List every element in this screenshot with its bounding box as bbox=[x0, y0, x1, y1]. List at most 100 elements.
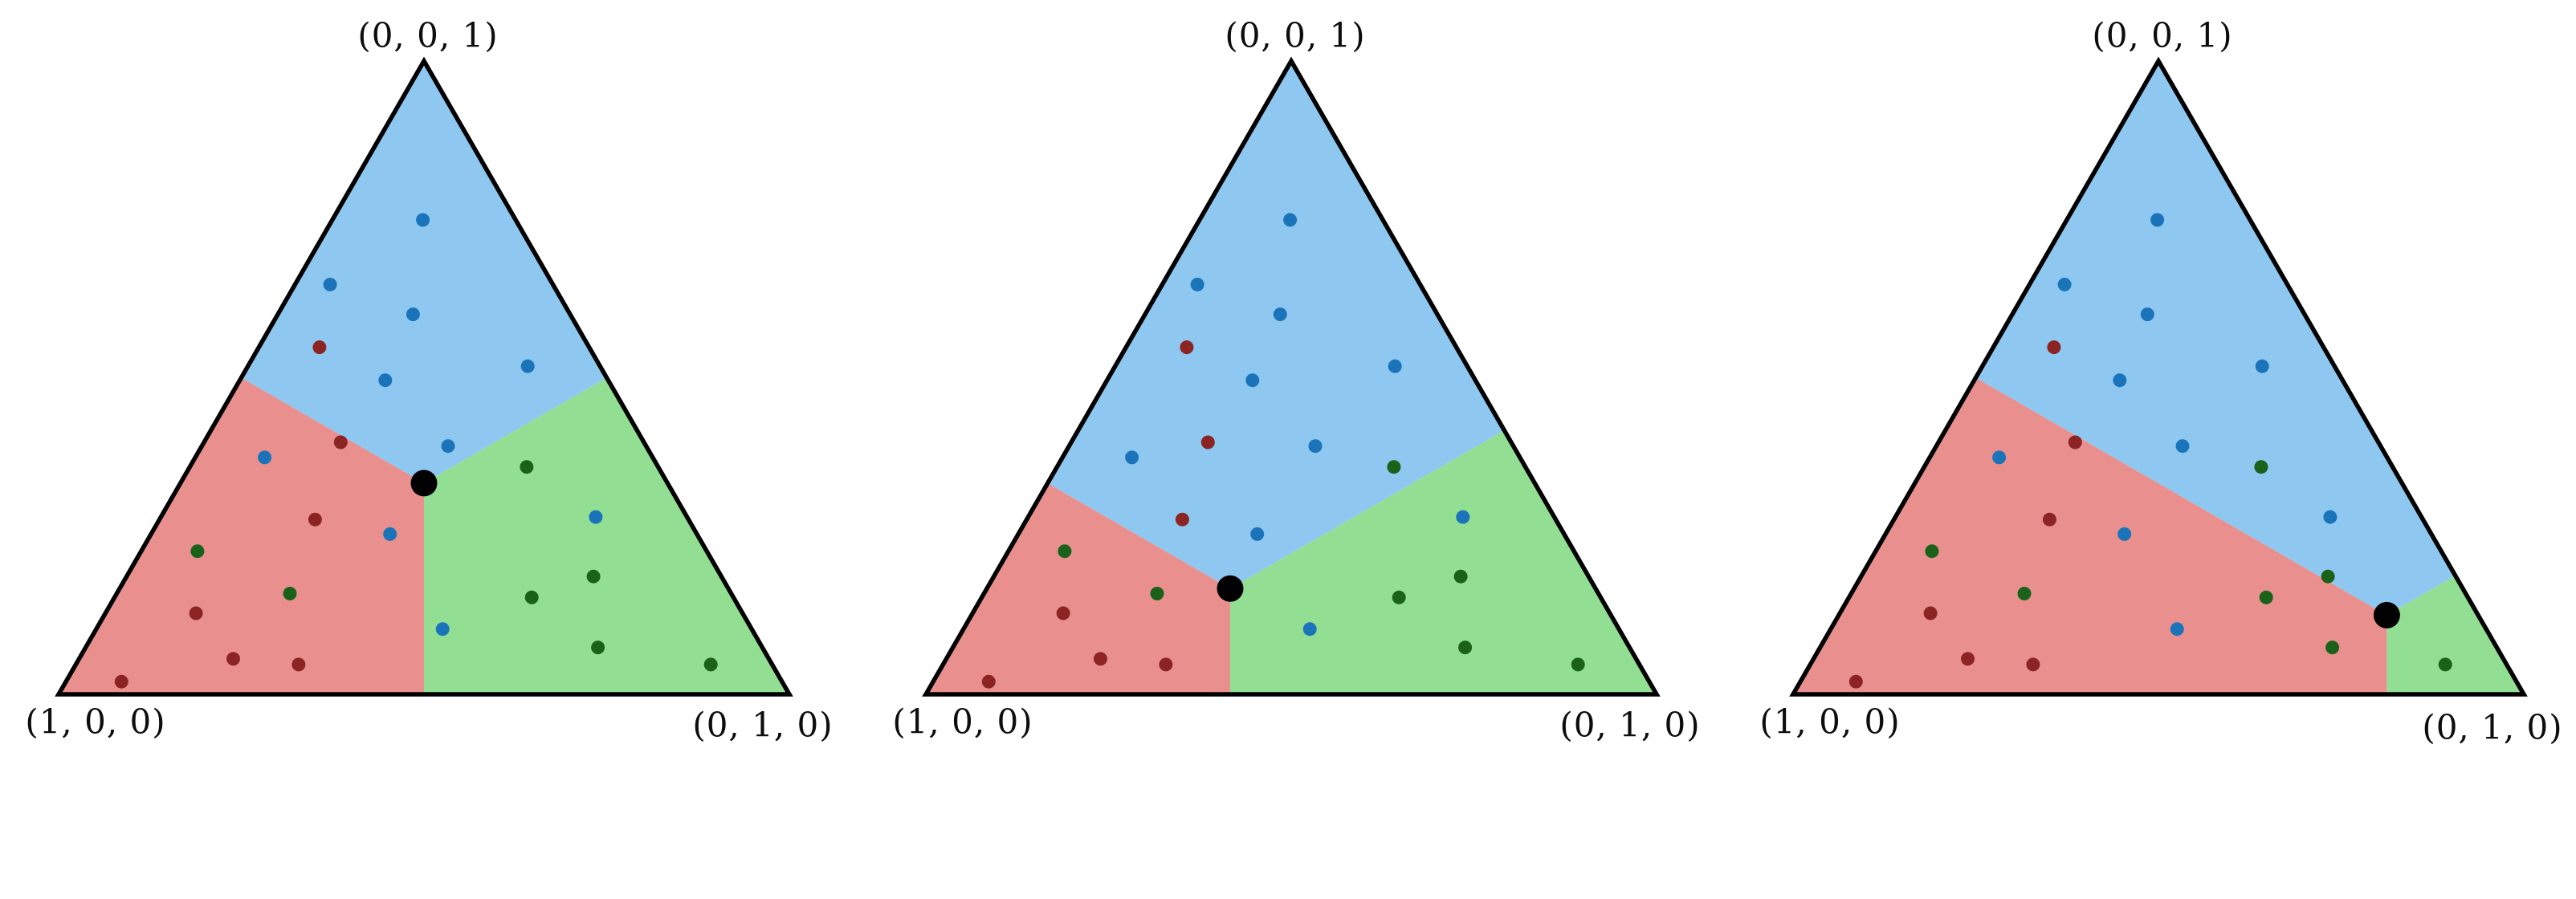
sample-point-green bbox=[2259, 590, 2273, 604]
sample-point-blue bbox=[2057, 278, 2072, 291]
vertex-label-top-panel-2: (0, 0, 1) bbox=[1225, 15, 1366, 55]
vertex-label-bottom-left-panel-1: (1, 0, 0) bbox=[25, 702, 166, 742]
sample-point-green bbox=[1150, 587, 1164, 600]
sample-point-green bbox=[520, 460, 534, 474]
vertex-label-top-panel-1: (0, 0, 1) bbox=[357, 15, 499, 55]
sample-point-red bbox=[1159, 657, 1173, 672]
sample-point-blue bbox=[520, 359, 535, 373]
sample-point-green bbox=[2325, 641, 2340, 655]
sample-point-blue bbox=[1456, 510, 1470, 524]
sample-point-blue bbox=[416, 213, 430, 227]
sample-point-green bbox=[190, 544, 205, 559]
sample-point-blue bbox=[2323, 510, 2338, 524]
sample-point-blue bbox=[1250, 527, 1265, 541]
decision-region-blue-panel-1 bbox=[241, 61, 607, 483]
sample-point-green bbox=[586, 569, 601, 584]
sample-point-green bbox=[1453, 569, 1468, 584]
vertex-label-bottom-right-panel-1: (0, 1, 0) bbox=[692, 705, 834, 745]
sample-point-blue bbox=[1283, 213, 1298, 227]
sample-point-red bbox=[226, 652, 240, 666]
ternary-panel-1 bbox=[55, 56, 793, 697]
sample-point-blue bbox=[406, 307, 420, 322]
sample-point-blue bbox=[1273, 307, 1287, 322]
sample-point-red bbox=[1094, 652, 1107, 666]
sample-point-green bbox=[591, 641, 605, 655]
sample-point-red bbox=[2026, 657, 2040, 672]
sample-point-blue bbox=[1125, 450, 1139, 465]
vertex-label-top-panel-3: (0, 0, 1) bbox=[2092, 15, 2233, 55]
junction-dot-panel-2 bbox=[1217, 575, 1244, 602]
sample-point-green bbox=[1458, 641, 1473, 655]
sample-point-green bbox=[2017, 587, 2032, 600]
sample-point-red bbox=[1175, 512, 1189, 527]
sample-point-blue bbox=[383, 527, 397, 541]
sample-point-blue bbox=[2150, 213, 2165, 227]
sample-point-green bbox=[283, 587, 297, 600]
ternary-panel-3 bbox=[1789, 56, 2528, 697]
sample-point-red bbox=[308, 512, 322, 527]
junction-dot-panel-3 bbox=[2373, 601, 2400, 628]
junction-dot-panel-1 bbox=[410, 470, 438, 497]
sample-point-blue bbox=[2175, 439, 2190, 454]
sample-point-red bbox=[312, 340, 327, 355]
sample-point-blue bbox=[2113, 373, 2127, 388]
sample-point-blue bbox=[378, 373, 393, 388]
sample-point-blue bbox=[1245, 373, 1260, 388]
sample-point-green bbox=[2254, 460, 2268, 474]
decision-region-blue-panel-2 bbox=[1047, 61, 1505, 589]
sample-point-red bbox=[1180, 340, 1194, 355]
sample-point-green bbox=[2438, 657, 2452, 672]
ternary-panel-2 bbox=[922, 56, 1661, 697]
sample-point-green bbox=[1387, 460, 1401, 474]
sample-point-red bbox=[333, 435, 348, 450]
vertex-label-bottom-right-panel-3: (0, 1, 0) bbox=[2422, 707, 2563, 747]
sample-point-red bbox=[2068, 435, 2082, 450]
decision-region-green-panel-1 bbox=[424, 377, 789, 694]
simplex-outline-panel-1 bbox=[55, 56, 793, 697]
sample-point-red bbox=[981, 674, 996, 689]
sample-point-blue bbox=[2255, 359, 2269, 373]
sample-point-blue bbox=[1308, 439, 1323, 454]
sample-point-red bbox=[1848, 674, 1863, 689]
decision-region-red-panel-1 bbox=[59, 377, 424, 694]
sample-point-green bbox=[2321, 569, 2335, 584]
sample-point-red bbox=[114, 674, 128, 689]
sample-point-blue bbox=[589, 510, 603, 524]
simplex-outline-panel-3 bbox=[1789, 56, 2528, 697]
vertex-label-bottom-left-panel-2: (1, 0, 0) bbox=[892, 702, 1033, 742]
sample-point-blue bbox=[1302, 622, 1317, 637]
decision-region-green-panel-2 bbox=[1230, 430, 1657, 694]
vertex-label-bottom-right-panel-2: (0, 1, 0) bbox=[1559, 705, 1701, 745]
sample-point-blue bbox=[323, 278, 337, 291]
sample-point-blue bbox=[1388, 359, 1402, 373]
sample-point-blue bbox=[2117, 527, 2132, 541]
sample-point-green bbox=[703, 657, 718, 672]
sample-point-red bbox=[2047, 340, 2061, 355]
sample-point-green bbox=[1925, 544, 1939, 559]
sample-point-red bbox=[291, 657, 306, 672]
sample-point-green bbox=[1058, 544, 1072, 559]
sample-point-green bbox=[1571, 657, 1585, 672]
sample-point-red bbox=[1923, 606, 1938, 620]
decision-region-red-panel-3 bbox=[1793, 377, 2387, 694]
sample-point-blue bbox=[441, 439, 455, 454]
sample-point-red bbox=[1200, 435, 1215, 450]
sample-point-red bbox=[2042, 512, 2056, 527]
sample-point-blue bbox=[1992, 450, 2007, 465]
decision-region-red-panel-2 bbox=[926, 482, 1230, 694]
sample-point-blue bbox=[435, 622, 450, 637]
sample-point-blue bbox=[2140, 307, 2154, 322]
sample-point-red bbox=[1961, 652, 1975, 666]
sample-point-blue bbox=[1190, 278, 1204, 291]
sample-point-red bbox=[1056, 606, 1070, 620]
sample-point-green bbox=[1392, 590, 1406, 604]
decision-region-blue-panel-3 bbox=[1975, 61, 2456, 616]
simplex-outline-panel-2 bbox=[922, 56, 1661, 697]
decision-region-green-panel-3 bbox=[2386, 576, 2524, 694]
sample-point-green bbox=[524, 590, 539, 604]
sample-point-blue bbox=[258, 450, 272, 465]
sample-point-blue bbox=[2170, 622, 2184, 637]
vertex-label-bottom-left-panel-3: (1, 0, 0) bbox=[1759, 702, 1901, 742]
